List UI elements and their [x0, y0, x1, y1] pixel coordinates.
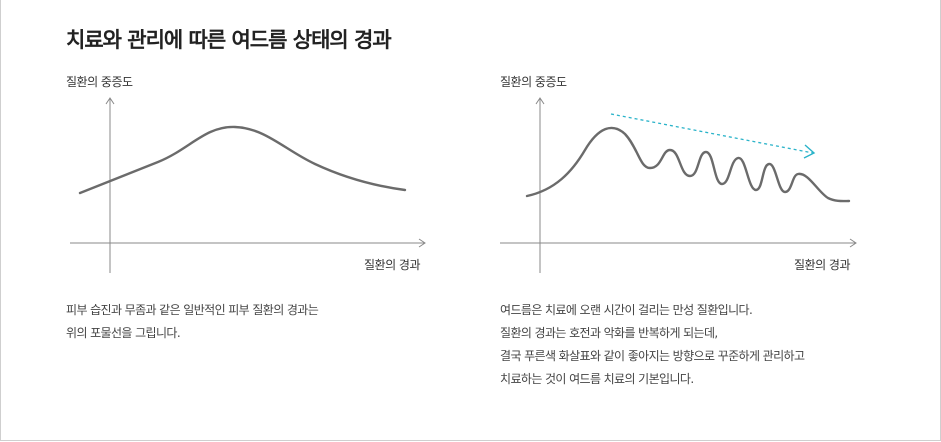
left-x-axis-arrowhead — [418, 238, 426, 248]
right-axes — [500, 97, 857, 273]
right-x-axis-label: 질환의 경과 — [794, 258, 851, 272]
right-description: 여드름은 치료에 오랜 시간이 걸리는 만성 질환입니다. 질환의 경과는 호전… — [500, 299, 805, 391]
right-y-axis-label: 질환의 중증도 — [500, 75, 567, 89]
left-y-axis-arrowhead — [105, 97, 115, 105]
right-y-axis-arrowhead — [535, 97, 545, 105]
right-oscillating-curve — [525, 126, 851, 203]
left-description-line: 위의 포물선을 그립니다. — [66, 326, 181, 340]
right-description-line: 질환의 경과는 호전과 악화를 반복하게 되는데, — [500, 326, 718, 340]
right-description-line: 결국 푸른색 화살표와 같이 좋아지는 방향으로 꾸준하게 관리하고 — [500, 349, 805, 363]
dashed-arrow-icon — [610, 113, 816, 159]
page-title: 치료와 관리에 따른 여드름 상태의 경과 — [66, 28, 392, 52]
left-axes — [70, 97, 426, 273]
trend-arrow-line — [610, 113, 814, 154]
right-description-line: 여드름은 치료에 오랜 시간이 걸리는 만성 질환입니다. — [500, 303, 753, 317]
left-x-axis-label: 질환의 경과 — [364, 258, 421, 272]
trend-arrow-head — [803, 144, 816, 159]
left-y-axis-label: 질환의 중증도 — [66, 75, 133, 89]
right-description-line: 치료하는 것이 여드름 치료의 기본입니다. — [500, 372, 694, 386]
right-x-axis-arrowhead — [849, 238, 857, 248]
left-bell-curve — [78, 125, 407, 195]
left-description-line: 피부 습진과 무좀과 같은 일반적인 피부 질환의 경과는 — [66, 303, 319, 317]
left-description: 피부 습진과 무좀과 같은 일반적인 피부 질환의 경과는 위의 포물선을 그립… — [66, 299, 319, 345]
